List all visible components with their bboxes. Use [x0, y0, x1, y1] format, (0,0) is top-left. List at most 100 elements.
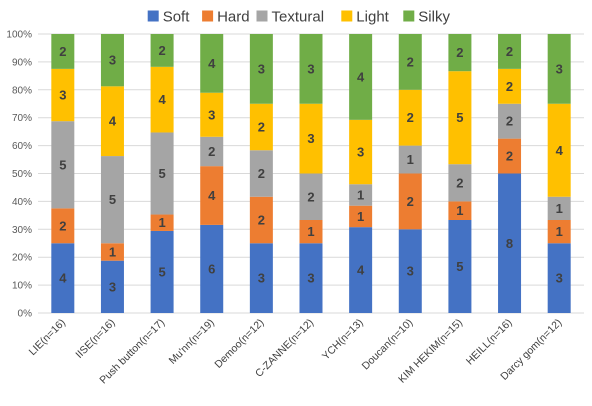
legend-item-soft: Soft — [147, 9, 190, 26]
legend-item-hard: Hard — [202, 9, 250, 26]
bar-segment-soft — [150, 230, 174, 313]
bar-segment-textural — [398, 145, 422, 174]
bar-segment-silky — [299, 34, 323, 104]
data-label: 3 — [307, 131, 314, 146]
legend-label: Hard — [217, 9, 250, 26]
data-label: 3 — [556, 61, 563, 76]
data-label: 3 — [258, 61, 265, 76]
data-label: 1 — [357, 187, 364, 202]
bar-segment-light — [547, 103, 571, 197]
data-label: 4 — [109, 114, 117, 129]
data-label: 6 — [208, 261, 215, 276]
x-tick-label: IISE(n=16) — [73, 317, 117, 361]
legend-label: Light — [356, 9, 389, 26]
data-label: 8 — [506, 236, 513, 251]
data-label: 1 — [556, 201, 563, 216]
bar-group-ych-n-13: 4 1 1 3 4 — [349, 34, 373, 313]
bar-segment-hard — [200, 166, 224, 225]
bar-segment-textural — [349, 184, 373, 206]
data-label: 3 — [307, 271, 314, 286]
bar-segment-hard — [498, 138, 522, 174]
x-tick-label: Demoo(n=12) — [212, 317, 266, 371]
bar-segment-soft — [398, 229, 422, 313]
legend-swatch — [341, 10, 353, 22]
data-label: 2 — [258, 213, 265, 228]
data-label: 1 — [158, 215, 165, 230]
x-tick-label: Doucan(n=10) — [360, 317, 416, 373]
bar-segment-hard — [299, 220, 323, 244]
x-tick-label: Mu'nn(n=19) — [167, 317, 217, 367]
data-label: 2 — [407, 110, 414, 125]
legend-swatch — [256, 10, 268, 22]
bar-segment-silky — [51, 34, 75, 69]
bar-segment-soft — [498, 173, 522, 313]
bar-segment-light — [448, 71, 472, 165]
legend-swatch — [403, 10, 415, 22]
y-tick-label: 50% — [12, 169, 32, 180]
data-label: 1 — [109, 244, 116, 259]
bar-segment-silky — [249, 34, 273, 104]
bar-segment-light — [349, 119, 373, 185]
bar-segment-silky — [200, 34, 224, 93]
bar-segment-hard — [448, 201, 472, 220]
bar-group-lie-n-16: 4 2 5 3 2 — [51, 34, 75, 313]
legend-swatch — [202, 10, 214, 22]
y-tick-label: 0% — [18, 309, 33, 320]
x-axis: LIE(n=16) IISE(n=16)Push button(n=17) Mu'n… — [27, 317, 565, 387]
x-tick-label: HEILL(n=16) — [464, 317, 515, 368]
x-tick-label: LIE(n=16) — [27, 317, 68, 358]
data-label: 3 — [208, 107, 215, 122]
data-label: 2 — [456, 175, 463, 190]
bar-group-darcy-gom-n-12: 3 1 1 4 3 — [547, 34, 571, 313]
data-label: 5 — [59, 157, 66, 172]
bar-segment-soft — [51, 243, 75, 313]
bar-segment-light — [498, 68, 522, 104]
data-label: 3 — [109, 53, 116, 68]
data-label: 1 — [407, 152, 414, 167]
bar-segment-hard — [51, 208, 75, 244]
data-label: 2 — [407, 54, 414, 69]
bar-segment-hard — [100, 243, 124, 261]
bar-group-push-button-n-17: 5 1 5 4 2 — [150, 34, 174, 313]
data-label: 2 — [59, 44, 66, 59]
bar-segment-soft — [349, 227, 373, 313]
data-label: 5 — [456, 259, 463, 274]
bar-segment-light — [200, 92, 224, 137]
bar-segment-silky — [349, 34, 373, 120]
bar-segment-textural — [498, 103, 522, 139]
bar-segment-hard — [547, 220, 571, 244]
data-label: 4 — [208, 56, 216, 71]
data-label: 5 — [158, 264, 165, 279]
data-label: 4 — [59, 271, 67, 286]
bar-group-c-zanne-n-12: 3 1 2 3 3 — [299, 34, 323, 313]
data-label: 1 — [307, 224, 314, 239]
x-tick-label: YCH(n=13) — [320, 317, 366, 363]
bar-segment-soft — [100, 260, 124, 313]
bar-segment-silky — [448, 34, 472, 72]
bars: 4 2 5 3 2 3 1 5 4 3 5 1 5 4 2 6 4 2 3 4 3 2 2 2 3 3 1 2 3 3 4 1 1 3 4 3 2 1 2 2… — [51, 34, 571, 313]
bar-segment-light — [150, 66, 174, 133]
bar-segment-soft — [249, 243, 273, 313]
legend-item-light: Light — [341, 9, 390, 26]
data-label: 2 — [456, 45, 463, 60]
data-label: 3 — [357, 145, 364, 160]
bar-segment-silky — [398, 34, 422, 90]
data-label: 5 — [158, 166, 165, 181]
y-axis: 0% 10% 20% 30% 40% 50% 60% 70% 80% 90% 100% — [6, 30, 32, 320]
bar-group-kim-hekim-n-15: 5 1 2 5 2 — [448, 34, 472, 313]
data-label: 3 — [258, 271, 265, 286]
bar-segment-silky — [150, 34, 174, 67]
bar-segment-textural — [249, 150, 273, 197]
data-label: 2 — [158, 43, 165, 58]
data-label: 3 — [59, 88, 66, 103]
data-label: 2 — [258, 166, 265, 181]
data-label: 3 — [556, 271, 563, 286]
data-label: 4 — [158, 92, 166, 107]
data-label: 1 — [357, 209, 364, 224]
bar-segment-textural — [547, 196, 571, 220]
y-tick-label: 70% — [12, 113, 32, 124]
bar-segment-hard — [150, 214, 174, 231]
bar-group-demoo-n-12: 3 2 2 2 3 — [249, 34, 273, 313]
